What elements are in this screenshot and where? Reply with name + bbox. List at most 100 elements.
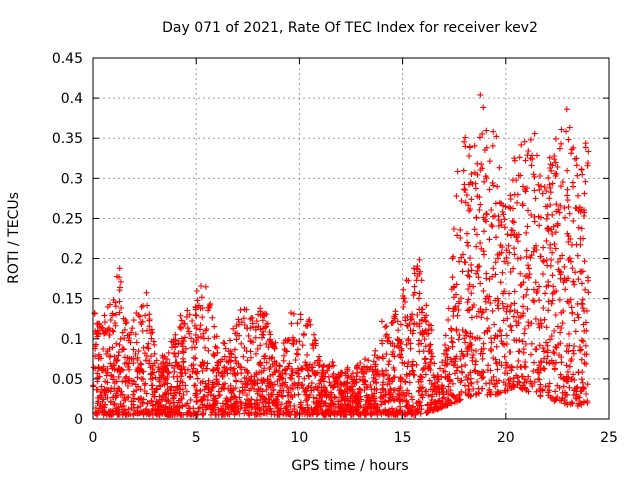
data-point [581,190,588,197]
data-point [528,162,535,169]
data-point [298,382,305,389]
data-point [442,342,448,349]
data-point [197,322,204,329]
data-point [574,384,581,391]
data-point [570,278,577,285]
data-point [257,407,264,413]
data-point [498,332,505,339]
data-point [113,378,120,385]
data-point [561,204,568,211]
data-point [104,379,111,386]
data-point [316,353,323,360]
data-point [581,328,588,335]
data-point [536,222,543,229]
data-point [497,327,504,333]
data-point [322,411,329,418]
data-point [441,362,448,369]
data-point [130,346,137,353]
data-point [545,392,552,399]
data-point [524,286,531,293]
data-point [372,347,379,354]
data-point [111,366,118,373]
data-point [199,314,206,321]
data-point [491,212,498,219]
data-point [506,383,513,390]
data-point [479,368,486,375]
data-point [382,324,389,331]
data-point [112,303,119,310]
data-point [374,411,381,418]
data-point [501,341,508,348]
data-point [468,196,475,203]
data-point [221,340,228,347]
data-point [533,388,540,395]
data-point [155,408,162,415]
data-point [338,394,345,401]
data-point [511,245,517,252]
data-point [199,359,206,365]
data-point [545,227,552,234]
data-point [439,359,446,366]
data-point [501,216,508,223]
data-point [488,222,495,228]
data-point [302,359,309,366]
data-point [293,369,300,376]
data-point [525,148,532,154]
data-point [480,369,487,376]
data-point [467,340,474,346]
data-point [403,373,410,379]
data-point [457,235,464,241]
data-point [454,375,461,382]
data-point [422,371,429,378]
data-point [117,278,124,285]
data-point [414,273,421,279]
data-point [228,406,234,413]
data-point [244,357,251,364]
data-point [462,362,469,369]
data-point [549,180,556,187]
data-point [557,202,564,209]
data-point [398,345,405,352]
data-point [521,330,528,337]
data-point [288,375,295,382]
data-point [277,405,284,412]
data-point [250,323,256,330]
data-point [477,239,484,246]
data-point [110,394,116,401]
data-point [476,207,483,213]
data-point [569,241,575,248]
data-point [222,345,229,352]
data-point [403,397,410,404]
data-point [245,332,252,339]
data-point [551,156,558,163]
data-point [566,255,573,262]
data-point [118,304,125,311]
data-point [511,300,518,307]
data-point [396,392,403,399]
data-point [484,391,491,398]
data-point [203,365,210,372]
data-point [519,303,526,310]
data-point [547,336,553,343]
data-point [387,340,394,347]
data-point [442,357,449,364]
data-point [232,371,239,378]
data-point [377,394,384,401]
data-point [297,311,304,318]
data-point [578,337,585,344]
data-point [511,307,518,314]
data-point [174,403,181,410]
data-point [200,393,207,400]
data-point [516,379,523,386]
data-point [96,373,103,380]
data-point [404,387,411,394]
data-point [282,411,289,418]
data-point [541,355,548,362]
data-point [546,195,553,202]
data-point [262,352,269,359]
data-point [187,405,194,412]
data-point [556,209,563,216]
data-point [553,201,560,208]
data-point [117,400,124,407]
data-point [543,324,550,331]
